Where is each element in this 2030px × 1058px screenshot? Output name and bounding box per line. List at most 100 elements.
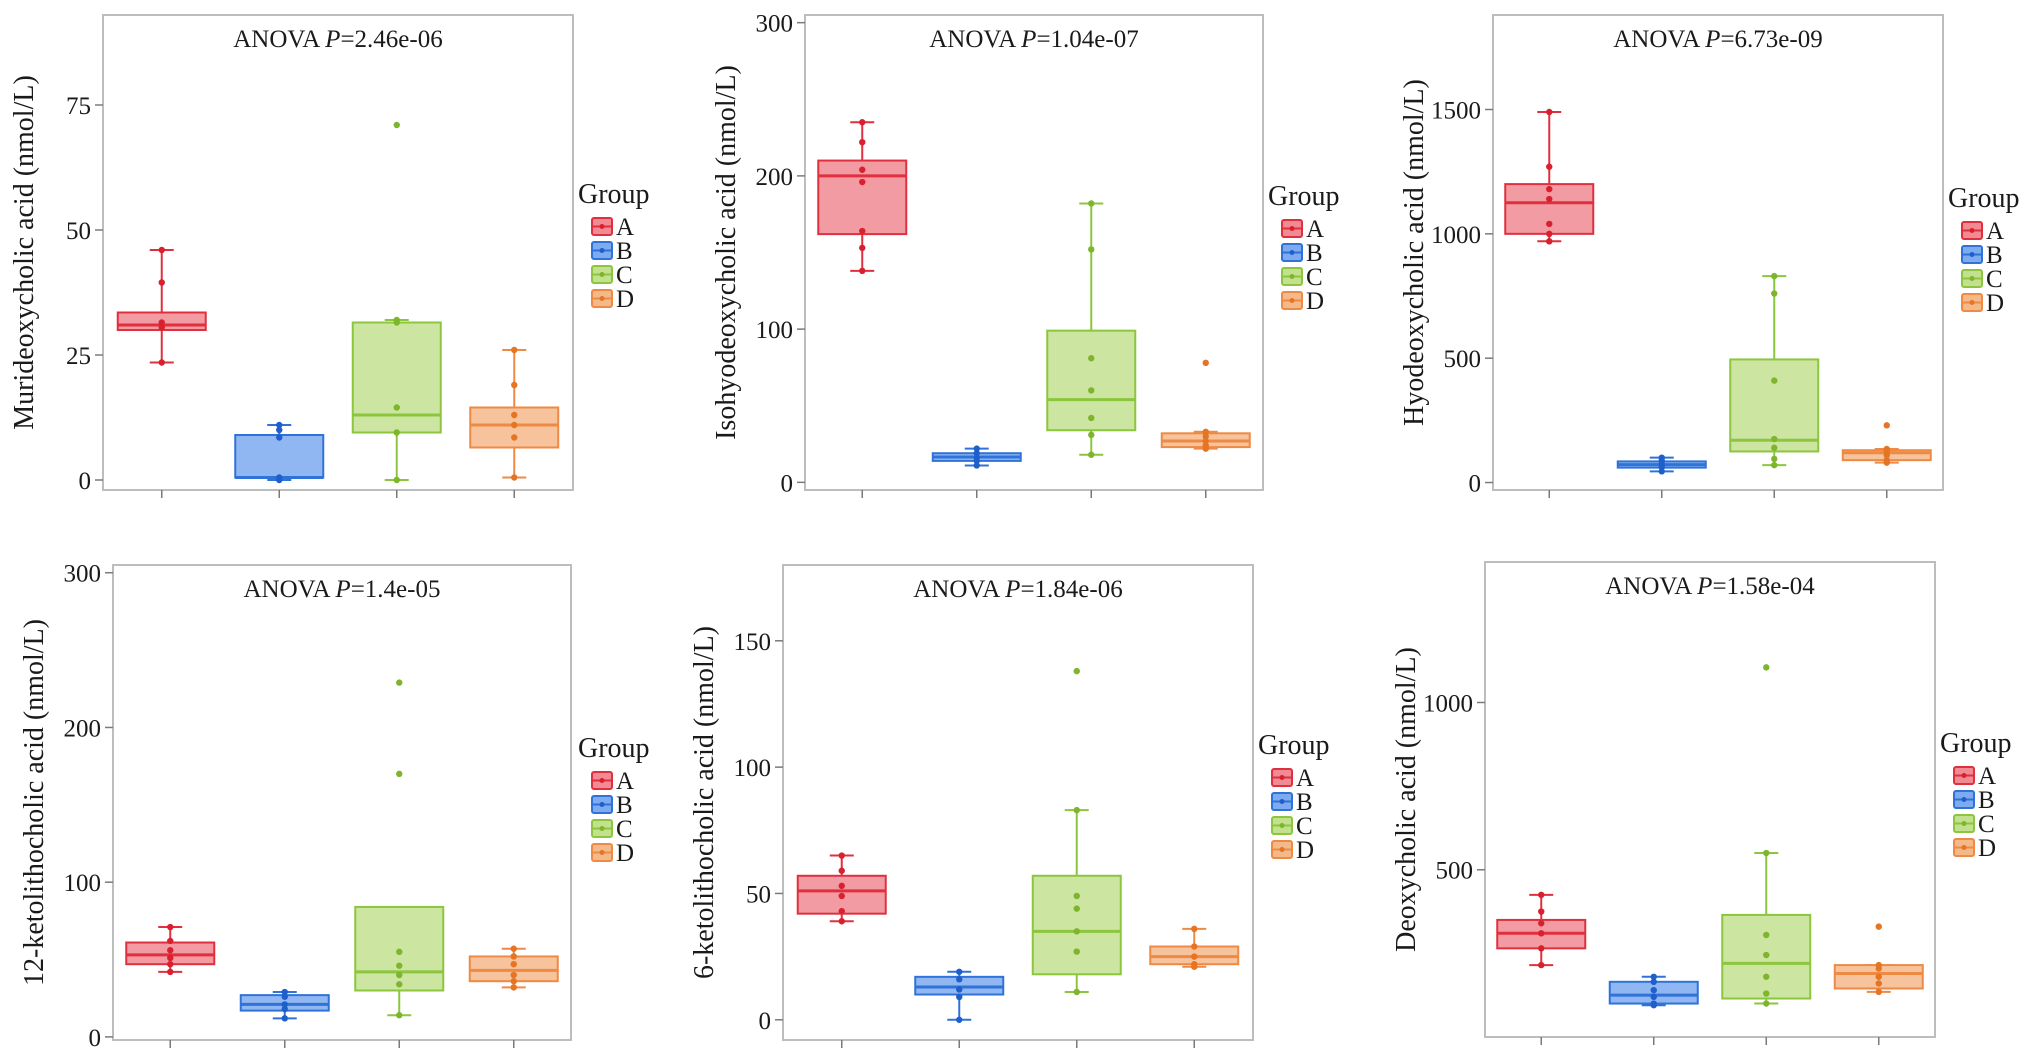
title-prefix: ANOVA xyxy=(913,576,1005,603)
chart-panel: ANOVA P=1.4e-05 12-ketolithocholic acid (… xyxy=(19,561,650,1052)
y-tick-label: 0 xyxy=(1469,471,1482,498)
legend-item-d: D xyxy=(1271,837,1314,864)
legend-swatch-dot xyxy=(1289,274,1295,279)
box-group-b xyxy=(914,968,1005,1048)
box-group-c xyxy=(1031,667,1122,1048)
box xyxy=(1046,329,1137,432)
legend-swatch-dot xyxy=(599,850,605,855)
data-point xyxy=(1546,230,1553,238)
data-point xyxy=(167,947,174,954)
legend-label: C xyxy=(1986,266,2003,293)
legend-item-c: C xyxy=(1953,811,1995,838)
title-prefix: ANOVA xyxy=(1605,573,1697,600)
box-group-d xyxy=(1160,359,1251,498)
legend-item-c: C xyxy=(1281,264,1323,291)
y-tick-label: 150 xyxy=(734,629,772,656)
data-point xyxy=(1073,806,1080,814)
chart-title: ANOVA P=1.84e-06 xyxy=(913,576,1122,603)
data-point xyxy=(1763,849,1770,857)
data-point xyxy=(859,119,866,126)
box-group-c xyxy=(1729,272,1820,498)
data-point xyxy=(1771,290,1778,297)
data-point xyxy=(1538,891,1545,899)
data-point xyxy=(1073,892,1080,900)
legend-swatch-dot xyxy=(1961,821,1967,826)
data-point xyxy=(158,359,165,366)
chart-panel: ANOVA P=1.84e-06 6-ketolithocholic acid (… xyxy=(689,564,1330,1048)
legend-swatch-dot xyxy=(1289,250,1295,255)
box-group-d xyxy=(469,346,560,498)
y-tick-label: 50 xyxy=(746,881,771,908)
chart-title: ANOVA P=1.4e-05 xyxy=(244,576,441,603)
legend-label: A xyxy=(616,768,634,795)
legend-item-d: D xyxy=(1281,288,1324,315)
data-point xyxy=(158,319,165,326)
data-point xyxy=(396,1012,403,1019)
legend-item-d: D xyxy=(1961,290,2004,317)
legend-swatch-dot xyxy=(1969,300,1975,305)
legend-item-d: D xyxy=(591,286,634,313)
legend-label: C xyxy=(1306,264,1323,291)
box-group-c xyxy=(1046,200,1137,498)
data-point xyxy=(167,954,174,962)
data-point xyxy=(158,279,165,286)
box-group-b xyxy=(1616,454,1707,498)
y-tick-label: 500 xyxy=(1436,858,1474,885)
y-tick-label: 0 xyxy=(781,470,794,497)
chart-panel: ANOVA P=1.04e-07 Isohyodeoxycholic acid (… xyxy=(711,11,1340,498)
box-group-d xyxy=(1841,422,1932,498)
data-point xyxy=(838,907,845,915)
legend-item-c: C xyxy=(1961,266,2003,293)
data-point xyxy=(393,319,400,326)
chart-title: ANOVA P=1.58e-04 xyxy=(1605,573,1815,600)
legend-label: A xyxy=(1296,765,1314,792)
box-group-d xyxy=(1149,925,1240,1048)
data-point xyxy=(956,993,963,1001)
title-value: =1.4e-05 xyxy=(351,576,441,603)
data-point xyxy=(1202,433,1209,440)
title-prefix: ANOVA xyxy=(244,576,336,603)
data-point xyxy=(167,923,174,931)
legend-swatch-dot xyxy=(1289,298,1295,303)
legend-swatch-dot xyxy=(1969,276,1975,281)
data-point xyxy=(1191,925,1198,933)
data-point xyxy=(1875,980,1882,987)
data-point xyxy=(281,1001,288,1008)
y-tick-label: 1500 xyxy=(1431,98,1481,125)
data-point xyxy=(1650,973,1657,980)
data-point xyxy=(1875,965,1882,972)
data-point xyxy=(276,426,283,434)
data-point xyxy=(1191,963,1198,970)
data-point xyxy=(1650,993,1657,1001)
y-tick-label: 1000 xyxy=(1423,690,1473,717)
legend-swatch-dot xyxy=(599,826,605,831)
title-prefix: ANOVA xyxy=(233,26,325,53)
y-tick-label: 0 xyxy=(79,468,92,495)
data-point xyxy=(158,324,165,331)
data-point xyxy=(838,882,845,890)
legend-label: B xyxy=(1978,787,1995,814)
legend-swatch-dot xyxy=(599,224,605,229)
data-point xyxy=(396,981,403,988)
box-group-a xyxy=(817,119,908,498)
legend-swatch-dot xyxy=(599,272,605,277)
y-axis-label: Murideoxycholic acid (nmol/L) xyxy=(9,75,40,430)
title-value: =1.84e-06 xyxy=(1020,576,1122,603)
legend-label: D xyxy=(1306,288,1324,315)
data-point xyxy=(956,976,963,983)
box-group-b xyxy=(931,445,1022,498)
legend-item-a: A xyxy=(1961,218,2004,245)
data-point xyxy=(1088,200,1095,207)
y-tick-label: 0 xyxy=(89,1025,102,1052)
data-point xyxy=(1538,930,1545,937)
legend-item-a: A xyxy=(1271,765,1314,792)
legend-label: D xyxy=(616,286,634,313)
data-point xyxy=(1650,1002,1657,1009)
data-point xyxy=(1202,437,1209,445)
data-point xyxy=(510,953,517,960)
